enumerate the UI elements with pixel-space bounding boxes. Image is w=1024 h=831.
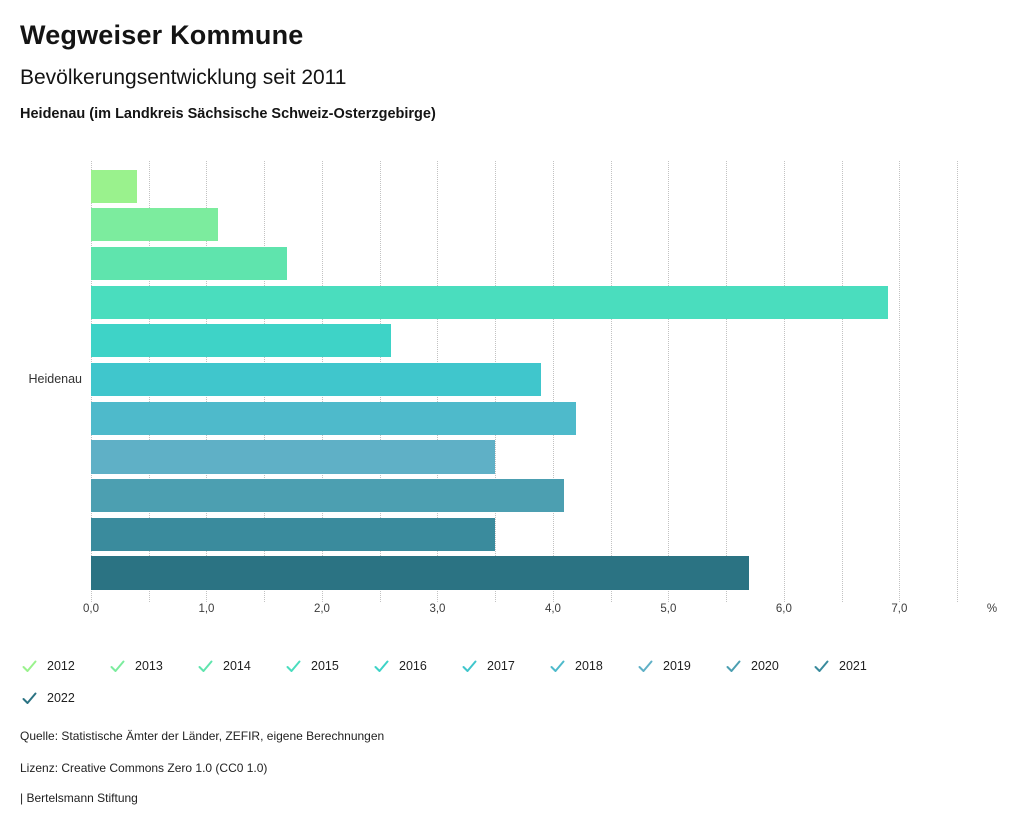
x-tick-label-4: 4,0 — [544, 603, 561, 615]
bar-2018 — [91, 401, 577, 435]
check-icon — [22, 692, 37, 704]
legend-item-2014[interactable]: 2014 — [198, 657, 251, 675]
legend-label: 2012 — [47, 659, 75, 673]
gridline — [957, 161, 959, 602]
check-icon — [110, 660, 125, 672]
chart-location-subtitle: Heidenau (im Landkreis Sächsische Schwei… — [20, 106, 436, 122]
check-icon — [726, 660, 741, 672]
bar-series — [91, 169, 986, 596]
bar-row-2016 — [91, 324, 986, 358]
legend-item-2012[interactable]: 2012 — [22, 657, 75, 675]
plot-area — [91, 161, 986, 602]
x-tick-label-1: 1,0 — [198, 603, 215, 615]
y-axis-category-label: Heidenau — [28, 372, 82, 386]
legend-label: 2020 — [751, 659, 779, 673]
x-tick-label-5: 5,0 — [660, 603, 677, 615]
bar-2017 — [91, 362, 542, 397]
gridline — [899, 161, 901, 602]
bar-2021 — [91, 517, 496, 551]
x-tick-label-6: 6,0 — [775, 603, 792, 615]
legend-label: 2014 — [223, 659, 251, 673]
legend-label: 2021 — [839, 659, 867, 673]
check-icon — [550, 660, 565, 672]
bar-row-2014 — [91, 246, 986, 281]
bar-row-2018 — [91, 401, 986, 435]
x-tick-label-3: 3,0 — [429, 603, 446, 615]
legend-item-2022[interactable]: 2022 — [22, 689, 75, 707]
legend-item-2018[interactable]: 2018 — [550, 657, 603, 675]
legend-item-2019[interactable]: 2019 — [638, 657, 691, 675]
legend-label: 2013 — [135, 659, 163, 673]
gridline — [841, 161, 843, 602]
bar-row-2022 — [91, 556, 986, 590]
x-axis: 0,0 1,0 2,0 3,0 4,0 5,0 6,0 7,0 % — [83, 603, 1024, 621]
bar-2014 — [91, 246, 288, 281]
check-icon — [814, 660, 829, 672]
legend-label: 2017 — [487, 659, 515, 673]
bar-2020 — [91, 479, 565, 513]
legend-item-2015[interactable]: 2015 — [286, 657, 339, 675]
x-tick-label-2: 2,0 — [313, 603, 330, 615]
legend-item-2017[interactable]: 2017 — [462, 657, 515, 675]
check-icon — [638, 660, 653, 672]
bar-2012 — [91, 169, 138, 203]
check-icon — [374, 660, 389, 672]
bar-row-2013 — [91, 208, 986, 242]
legend-item-2016[interactable]: 2016 — [374, 657, 427, 675]
legend-label: 2015 — [311, 659, 339, 673]
check-icon — [462, 660, 477, 672]
bar-2015 — [91, 285, 888, 319]
legend-label: 2016 — [399, 659, 427, 673]
bar-2022 — [91, 556, 750, 590]
check-icon — [198, 660, 213, 672]
bar-2013 — [91, 208, 219, 242]
legend-label: 2018 — [575, 659, 603, 673]
bar-row-2021 — [91, 517, 986, 551]
x-tick-label-7: 7,0 — [891, 603, 908, 615]
check-icon — [22, 660, 37, 672]
x-axis-unit-label: % — [986, 603, 998, 615]
legend-item-2021[interactable]: 2021 — [814, 657, 867, 675]
gridline — [783, 161, 785, 602]
gridline — [668, 161, 670, 602]
bar-row-2015 — [91, 285, 986, 319]
footer-license: Lizenz: Creative Commons Zero 1.0 (CC0 1… — [20, 761, 268, 775]
bar-2019 — [91, 440, 496, 474]
bar-row-2019 — [91, 440, 986, 474]
footer-attribution: | Bertelsmann Stiftung — [20, 791, 138, 805]
footer-source: Quelle: Statistische Ämter der Länder, Z… — [20, 729, 385, 743]
legend-item-2013[interactable]: 2013 — [110, 657, 163, 675]
bar-row-2017 — [91, 362, 986, 397]
gridline — [552, 161, 554, 602]
bar-row-2020 — [91, 479, 986, 513]
bar-row-2012 — [91, 169, 986, 203]
bar-2016 — [91, 324, 392, 358]
check-icon — [286, 660, 301, 672]
chart-title: Bevölkerungsentwicklung seit 2011 — [20, 66, 347, 89]
x-tick-label-0: 0,0 — [83, 603, 99, 615]
app-title: Wegweiser Kommune — [20, 20, 304, 50]
legend-label: 2022 — [47, 691, 75, 705]
legend-item-2020[interactable]: 2020 — [726, 657, 779, 675]
gridline — [610, 161, 612, 602]
gridline — [726, 161, 728, 602]
legend-label: 2019 — [663, 659, 691, 673]
